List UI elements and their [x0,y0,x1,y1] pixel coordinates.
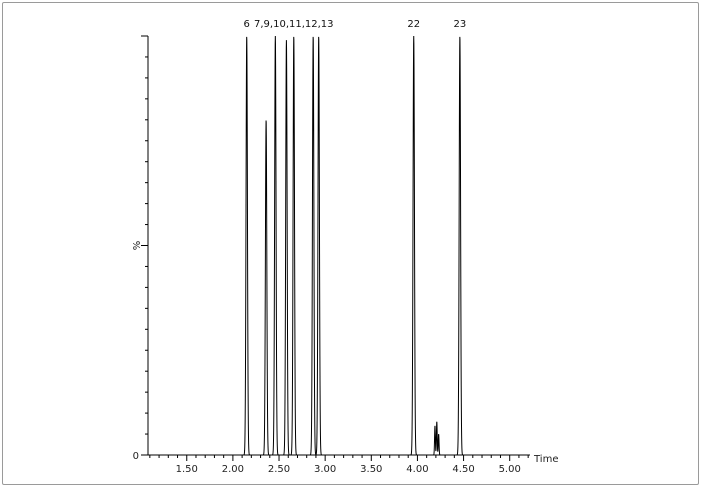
peak-label: 7,9,10,11,12,13 [254,19,334,30]
x-tick-label: 3.00 [314,464,336,475]
x-axis-ticks: 1.50 2.00 2.50 3.00 3.50 4.00 4.50 5.00 [149,455,529,475]
y-tick-label: 0 [133,451,139,462]
x-tick-label: 4.00 [406,464,428,475]
chart-frame: 0 1.50 2.00 2.50 3.00 3.50 4.00 4.50 5.00 % Tim… [2,2,699,485]
x-tick-label: 3.50 [360,464,382,475]
chromatogram-trace [148,35,494,456]
x-tick-label: 4.50 [452,464,474,475]
x-tick-label: 1.50 [176,464,198,475]
chromatogram-chart: 0 1.50 2.00 2.50 3.00 3.50 4.00 4.50 5.00 % Tim… [132,19,558,475]
x-tick-label: 2.50 [268,464,290,475]
y-axis-ticks: 0 [133,35,148,462]
peak-labels: 6 7,9,10,11,12,13 22 23 [244,19,467,30]
x-axis-label: Time [533,454,558,465]
x-tick-label: 2.00 [222,464,244,475]
peak-label: 22 [407,19,420,30]
peak-label: 6 [244,19,250,30]
peak-label: 23 [454,19,467,30]
y-axis-label: % [132,241,143,251]
x-tick-label: 5.00 [499,464,521,475]
axes: 0 1.50 2.00 2.50 3.00 3.50 4.00 4.50 5.00 % Tim… [132,35,558,475]
